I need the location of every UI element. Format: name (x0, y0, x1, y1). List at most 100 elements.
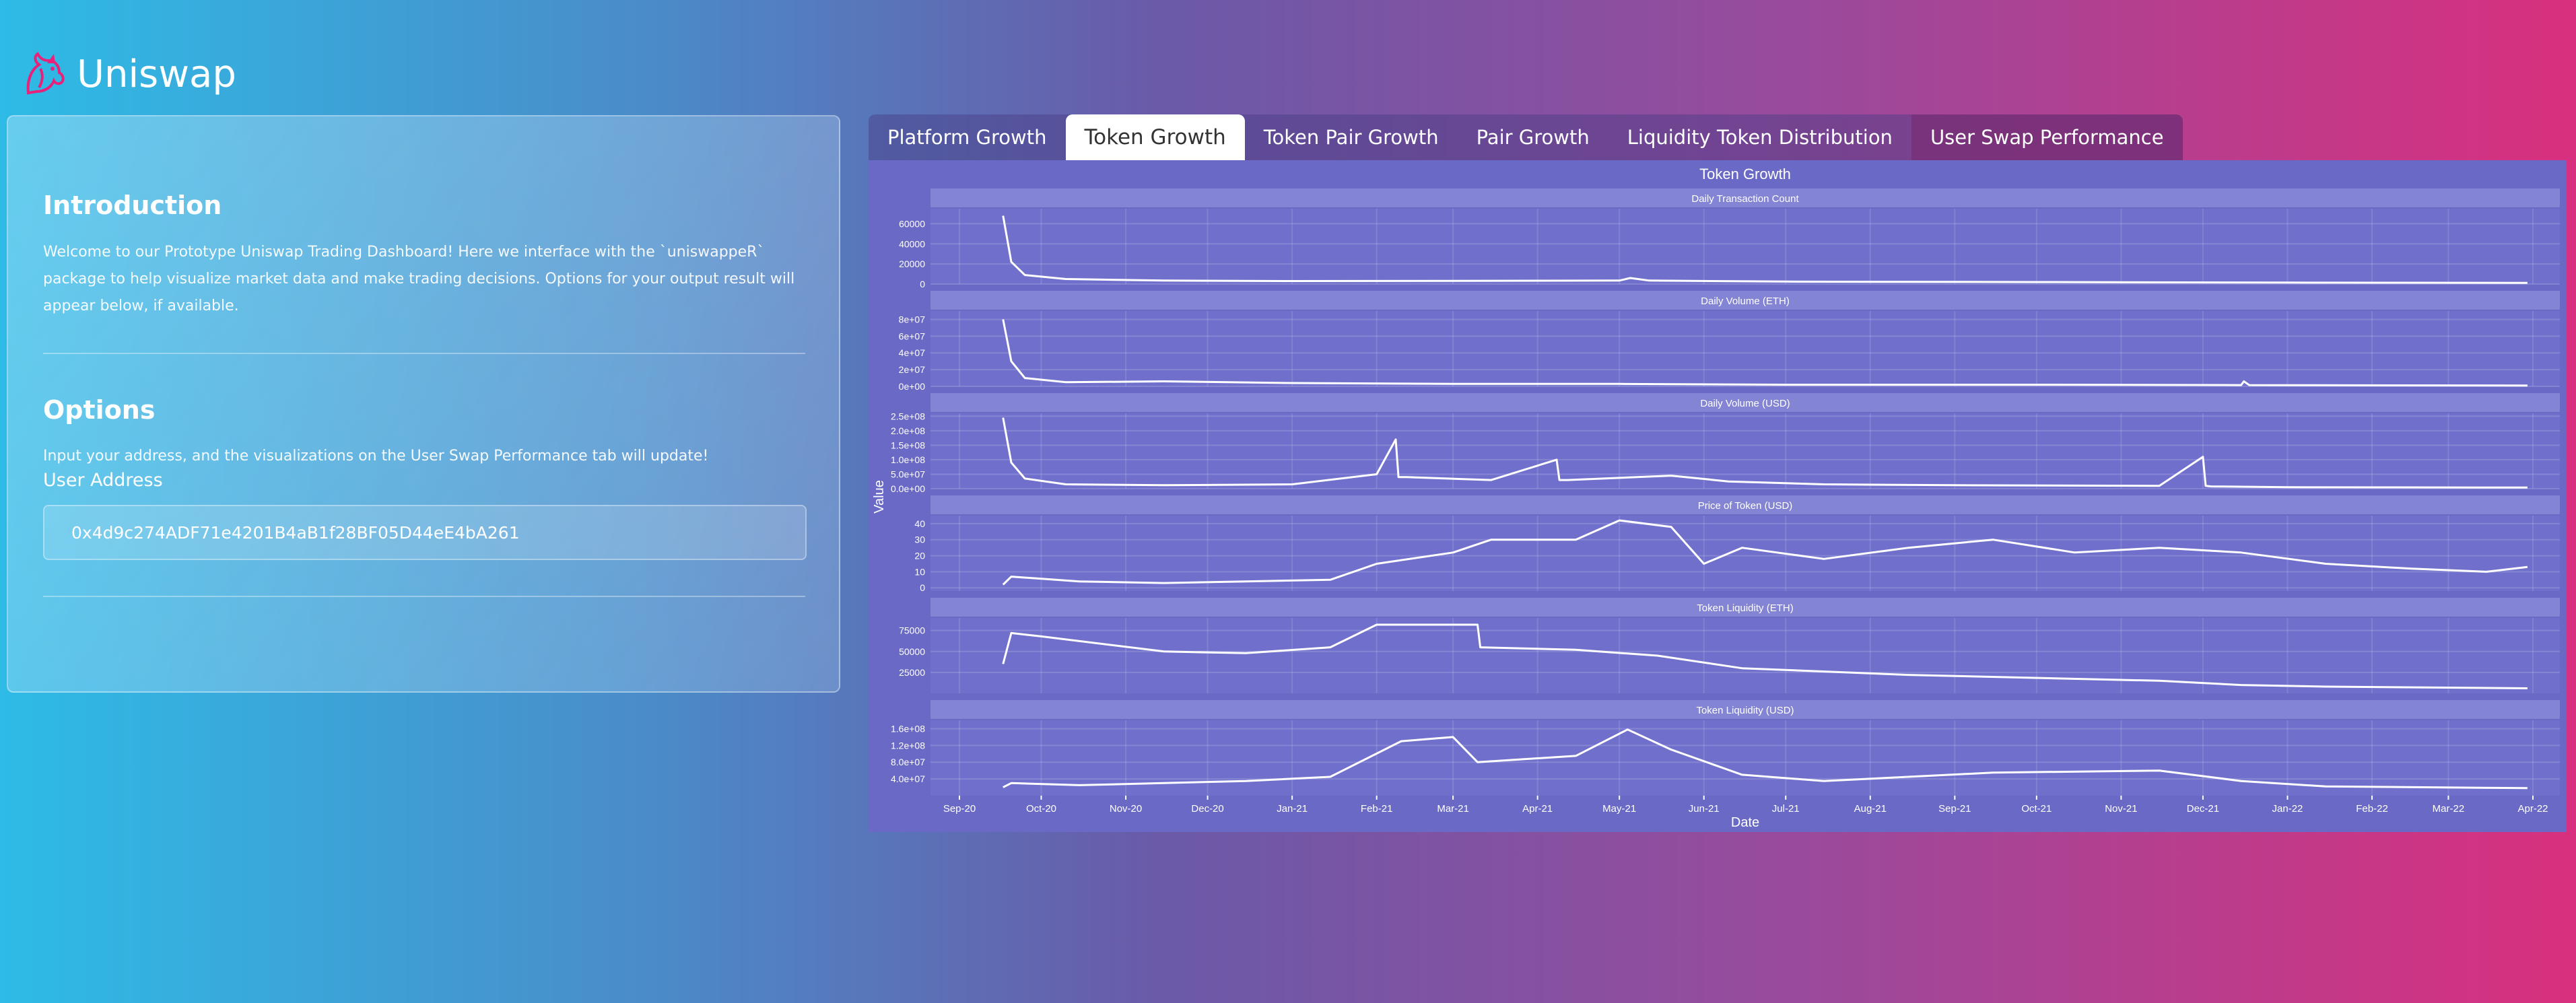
y-tick-label: 20000 (899, 258, 925, 269)
tab-platform-growth[interactable]: Platform Growth (887, 126, 1047, 149)
intro-text: Welcome to our Prototype Uniswap Trading… (43, 244, 795, 314)
x-tick-label: Jan-21 (1277, 803, 1308, 815)
facet-panel: Token Liquidity (ETH) 25000 50000 75000 (899, 598, 2560, 693)
y-tick-label: 20 (914, 551, 925, 561)
facet-title: Daily Volume (ETH) (1701, 296, 1790, 307)
divider (43, 596, 805, 597)
y-tick-label: 4.0e+07 (891, 773, 925, 784)
y-tick-label: 0.0e+00 (891, 483, 925, 494)
tab-user-swap-performance[interactable]: User Swap Performance (1911, 114, 2183, 160)
x-tick-label: Nov-21 (2105, 803, 2137, 815)
x-tick-label: Mar-22 (2433, 803, 2465, 815)
facet-plot-area (930, 209, 2560, 284)
intro-title: Introduction (43, 191, 222, 220)
y-tick-label: 1.0e+08 (891, 454, 925, 465)
y-tick-label: 4e+07 (899, 347, 926, 358)
y-tick-label: 8.0e+07 (891, 757, 925, 767)
x-tick-label: Nov-20 (1110, 803, 1142, 815)
y-tick-label: 75000 (899, 625, 925, 636)
series-line (1003, 728, 2528, 790)
y-tick-label: 2e+07 (899, 364, 926, 375)
facet-plot-area (930, 516, 2560, 591)
y-tick-label: 2.0e+08 (891, 425, 925, 436)
x-tick-label: Jun-21 (1689, 803, 1720, 815)
tab-token-pair-growth[interactable]: Token Pair Growth (1263, 126, 1439, 149)
y-tick-label: 60000 (899, 218, 925, 229)
facet-plot-area (930, 413, 2560, 489)
divider (43, 353, 805, 354)
options-title: Options (43, 395, 156, 425)
facet-strip (930, 598, 2560, 617)
facet-title: Daily Transaction Count (1691, 193, 1799, 205)
series-line (1002, 319, 2528, 387)
facet-title: Token Liquidity (USD) (1696, 705, 1794, 716)
x-tick-label: Jul-21 (1772, 803, 1800, 815)
x-tick-label: Dec-20 (1191, 803, 1223, 815)
y-tick-label: 8e+07 (899, 314, 926, 324)
facet-panel: Daily Volume (ETH) 0e+00 2e+07 4e+07 6e+07 8e… (899, 291, 2560, 392)
facet-title: Token Liquidity (ETH) (1697, 602, 1793, 614)
tab-bar: Platform Growth Token Growth Token Pair … (869, 114, 2183, 160)
user-address-input[interactable] (43, 505, 807, 560)
options-text: Input your address, and the visualizatio… (43, 448, 709, 464)
y-tick-label: 50000 (899, 646, 925, 657)
y-tick-label: 6e+07 (899, 331, 926, 341)
tab-liquidity-token-distribution[interactable]: Liquidity Token Distribution (1627, 126, 1893, 149)
y-tick-label: 1.2e+08 (891, 740, 925, 751)
facet-plot-area (930, 618, 2560, 693)
x-tick-label: Oct-21 (2021, 803, 2052, 815)
sidebar-panel: Introduction Welcome to our Prototype Un… (7, 115, 840, 693)
x-tick-label: Oct-20 (1026, 803, 1056, 815)
x-tick-label: Apr-22 (2517, 803, 2548, 815)
facet-title: Price of Token (USD) (1698, 500, 1793, 512)
chart-title: Token Growth (1699, 166, 1791, 182)
y-axis-label: Value (872, 480, 887, 514)
x-tick-label: Sep-21 (1938, 803, 1971, 815)
address-label: User Address (43, 470, 163, 491)
y-tick-label: 40 (914, 518, 925, 529)
facet-strip (930, 495, 2560, 514)
facet-panel: Token Liquidity (USD) 4.0e+07 8.0e+07 1.2e+… (891, 700, 2560, 796)
series-line (1002, 623, 2528, 689)
facet-strip (930, 393, 2560, 412)
facet-title: Daily Volume (USD) (1700, 398, 1790, 409)
y-tick-label: 40000 (899, 238, 925, 249)
y-tick-label: 10 (914, 566, 925, 577)
facet-strip (930, 700, 2560, 719)
tab-pair-growth[interactable]: Pair Growth (1476, 126, 1590, 149)
x-tick-label: Apr-21 (1522, 803, 1553, 815)
x-tick-label: Feb-22 (2356, 803, 2388, 815)
x-tick-label: Dec-21 (2187, 803, 2219, 815)
y-tick-label: 0 (920, 582, 925, 593)
x-tick-label: May-21 (1602, 803, 1636, 815)
app-header: Uniswap (20, 47, 236, 101)
facet-plot-area (930, 311, 2560, 386)
y-tick-label: 1.5e+08 (891, 440, 925, 450)
series-line (1002, 215, 2528, 284)
series-line (1002, 519, 2528, 586)
y-tick-label: 1.6e+08 (891, 723, 925, 734)
brand-title: Uniswap (77, 52, 236, 96)
y-tick-label: 25000 (899, 667, 925, 678)
facet-strip (930, 291, 2560, 310)
facet-plot-area (930, 720, 2560, 796)
x-tick-label: Feb-21 (1361, 803, 1393, 815)
y-tick-label: 5.0e+07 (891, 469, 925, 479)
token-growth-chart-container: Token Growth Daily Transaction Count 0 2000… (869, 160, 2567, 832)
series-line (1002, 417, 2528, 489)
y-tick-label: 2.5e+08 (891, 411, 925, 421)
x-tick-label: Sep-20 (943, 803, 976, 815)
y-tick-label: 0e+00 (899, 381, 926, 392)
x-tick-label: Jan-22 (2272, 803, 2303, 815)
facet-panel: Price of Token (USD) 0 10 20 30 40 (914, 495, 2560, 593)
x-axis-label: Date (1731, 815, 1759, 830)
y-tick-label: 0 (920, 279, 925, 289)
facet-panel: Daily Volume (USD) 0.0e+00 5.0e+07 1.0e+08 1… (891, 393, 2560, 494)
x-tick-label: Aug-21 (1854, 803, 1887, 815)
facet-panel: Daily Transaction Count 0 20000 40000 60000 (899, 188, 2560, 289)
x-tick-label: Mar-21 (1437, 803, 1469, 815)
tab-token-growth[interactable]: Token Growth (1065, 114, 1245, 160)
facet-strip (930, 188, 2560, 207)
y-tick-label: 30 (914, 534, 925, 545)
